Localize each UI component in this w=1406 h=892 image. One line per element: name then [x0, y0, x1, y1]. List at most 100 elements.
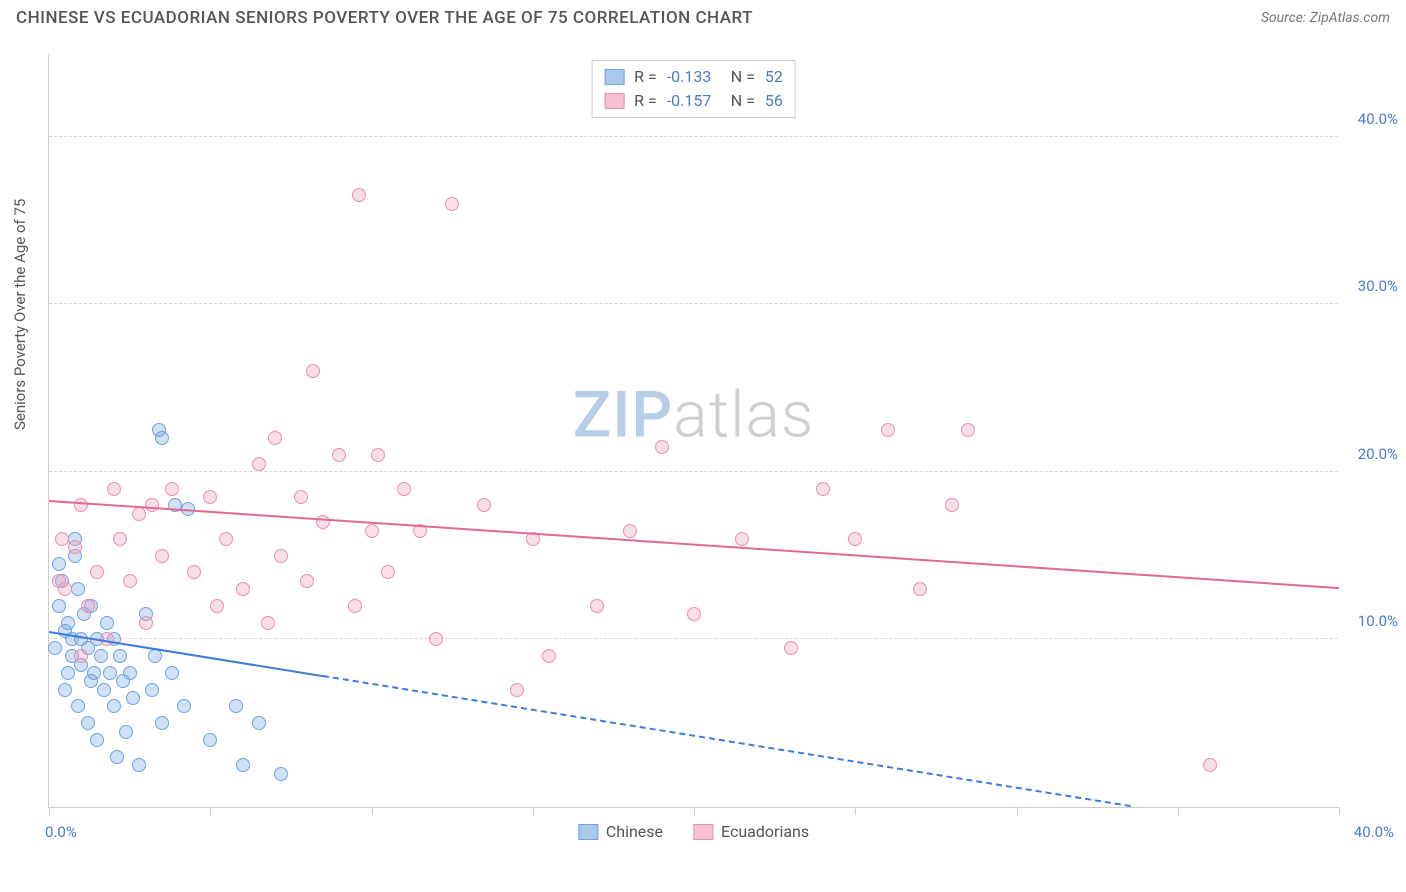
scatter-point-ecuadorian	[90, 565, 104, 579]
x-tick	[1339, 807, 1340, 815]
scatter-point-chinese	[61, 666, 75, 680]
watermark: ZIPatlas	[573, 378, 815, 453]
scatter-point-chinese	[52, 599, 66, 613]
legend-n-label: N =	[731, 89, 755, 113]
scatter-point-ecuadorian	[371, 448, 385, 462]
scatter-point-chinese	[94, 649, 108, 663]
scatter-point-ecuadorian	[300, 574, 314, 588]
scatter-point-ecuadorian	[294, 490, 308, 504]
trend-line	[323, 675, 1131, 807]
scatter-point-chinese	[177, 699, 191, 713]
scatter-point-chinese	[52, 557, 66, 571]
scatter-point-chinese	[252, 716, 266, 730]
legend-series-label: Ecuadorians	[721, 822, 809, 841]
x-tick	[694, 807, 695, 815]
scatter-point-chinese	[155, 716, 169, 730]
x-min-label: 0.0%	[45, 823, 77, 841]
scatter-point-chinese	[100, 616, 114, 630]
legend-r-value: -0.157	[667, 89, 721, 113]
scatter-point-chinese	[155, 431, 169, 445]
legend-correlation-row: R =-0.133N =52	[604, 65, 783, 89]
legend-swatch	[693, 824, 713, 840]
scatter-point-ecuadorian	[848, 532, 862, 546]
scatter-point-ecuadorian	[68, 540, 82, 554]
x-tick	[1178, 807, 1179, 815]
scatter-point-chinese	[97, 683, 111, 697]
scatter-point-ecuadorian	[477, 498, 491, 512]
y-tick-label: 30.0%	[1358, 277, 1398, 295]
legend-r-label: R =	[634, 65, 657, 89]
gridline	[49, 471, 1338, 472]
scatter-point-chinese	[274, 767, 288, 781]
scatter-point-ecuadorian	[219, 532, 233, 546]
scatter-point-ecuadorian	[74, 498, 88, 512]
scatter-point-ecuadorian	[306, 364, 320, 378]
scatter-point-ecuadorian	[397, 482, 411, 496]
scatter-point-ecuadorian	[429, 632, 443, 646]
scatter-point-ecuadorian	[352, 188, 366, 202]
scatter-point-ecuadorian	[445, 197, 459, 211]
x-tick	[372, 807, 373, 815]
scatter-point-ecuadorian	[123, 574, 137, 588]
scatter-point-ecuadorian	[268, 431, 282, 445]
scatter-point-ecuadorian	[945, 498, 959, 512]
gridline	[49, 638, 1338, 639]
watermark-atlas: atlas	[673, 378, 814, 453]
scatter-point-ecuadorian	[542, 649, 556, 663]
scatter-point-ecuadorian	[113, 532, 127, 546]
scatter-point-chinese	[119, 725, 133, 739]
scatter-point-ecuadorian	[913, 582, 927, 596]
legend-series-label: Chinese	[606, 822, 663, 841]
x-max-label: 40.0%	[1354, 823, 1394, 841]
scatter-point-chinese	[81, 716, 95, 730]
y-tick-label: 20.0%	[1358, 445, 1398, 463]
legend-swatch	[604, 69, 624, 85]
scatter-point-chinese	[103, 666, 117, 680]
x-tick	[49, 807, 50, 815]
scatter-point-chinese	[145, 683, 159, 697]
scatter-point-ecuadorian	[139, 616, 153, 630]
scatter-point-chinese	[110, 750, 124, 764]
scatter-point-chinese	[148, 649, 162, 663]
scatter-point-ecuadorian	[655, 440, 669, 454]
source-label: Source: ZipAtlas.com	[1261, 10, 1390, 26]
scatter-point-ecuadorian	[145, 498, 159, 512]
scatter-point-ecuadorian	[590, 599, 604, 613]
legend-series: Chinese Ecuadorians	[578, 822, 809, 841]
gridline	[49, 303, 1338, 304]
scatter-point-ecuadorian	[961, 423, 975, 437]
scatter-point-ecuadorian	[332, 448, 346, 462]
scatter-point-ecuadorian	[81, 599, 95, 613]
scatter-point-chinese	[229, 699, 243, 713]
legend-correlation-row: R =-0.157N =56	[604, 89, 783, 113]
chart-plot-area: ZIPatlas R =-0.133N =52R =-0.157N =56 Ch…	[48, 54, 1338, 808]
scatter-point-ecuadorian	[735, 532, 749, 546]
scatter-point-chinese	[87, 666, 101, 680]
scatter-point-ecuadorian	[687, 607, 701, 621]
legend-n-value: 52	[765, 65, 783, 89]
scatter-point-ecuadorian	[132, 507, 146, 521]
scatter-point-ecuadorian	[510, 683, 524, 697]
scatter-point-chinese	[107, 699, 121, 713]
gridline	[49, 136, 1338, 137]
scatter-point-ecuadorian	[203, 490, 217, 504]
scatter-point-chinese	[48, 641, 62, 655]
scatter-point-ecuadorian	[155, 549, 169, 563]
scatter-point-ecuadorian	[252, 457, 266, 471]
scatter-point-chinese	[132, 758, 146, 772]
legend-n-value: 56	[765, 89, 783, 113]
scatter-point-chinese	[90, 733, 104, 747]
scatter-point-ecuadorian	[187, 565, 201, 579]
scatter-point-ecuadorian	[623, 524, 637, 538]
scatter-point-ecuadorian	[107, 482, 121, 496]
x-tick	[533, 807, 534, 815]
scatter-point-ecuadorian	[816, 482, 830, 496]
legend-swatch	[604, 93, 624, 109]
scatter-point-chinese	[71, 582, 85, 596]
x-tick	[1017, 807, 1018, 815]
scatter-point-ecuadorian	[348, 599, 362, 613]
scatter-point-ecuadorian	[261, 616, 275, 630]
scatter-point-ecuadorian	[165, 482, 179, 496]
scatter-point-ecuadorian	[784, 641, 798, 655]
scatter-point-ecuadorian	[55, 532, 69, 546]
